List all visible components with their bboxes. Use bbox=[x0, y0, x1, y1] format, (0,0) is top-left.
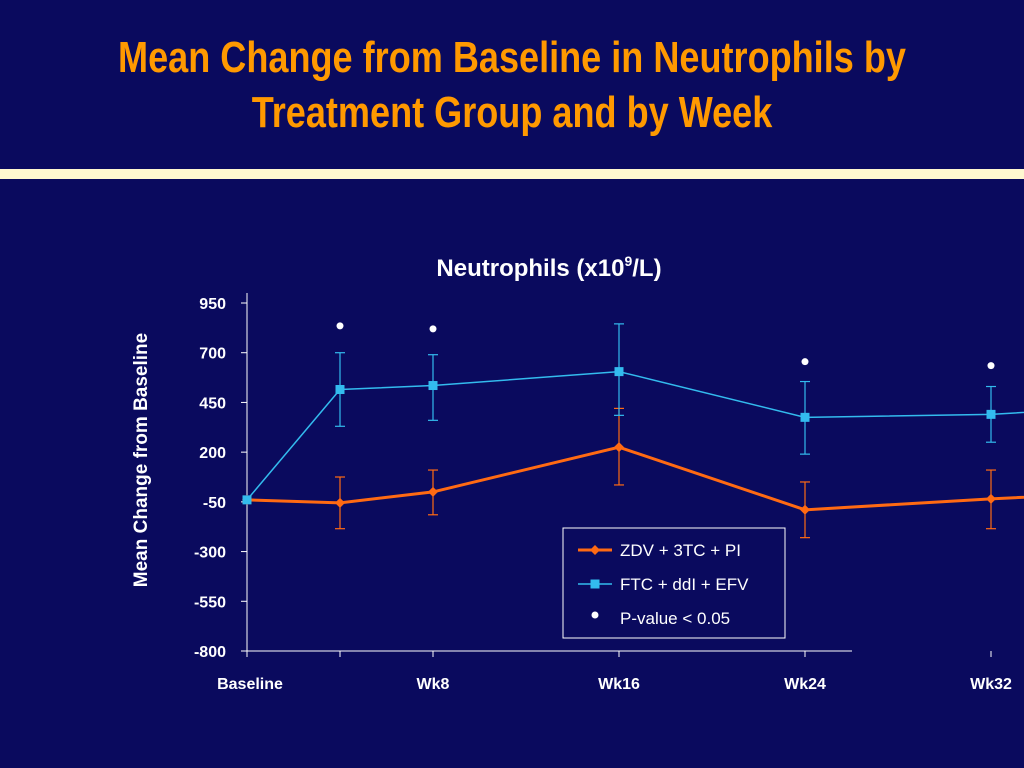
data-point bbox=[335, 385, 345, 395]
data-point bbox=[335, 497, 345, 508]
y-tick-label: -300 bbox=[194, 545, 226, 562]
pvalue-markers bbox=[336, 322, 995, 370]
legend-marker-zdv bbox=[590, 545, 600, 555]
series-zdv-3tc-pi bbox=[242, 407, 1024, 539]
data-point bbox=[428, 381, 438, 391]
chart-title-unit: /L) bbox=[632, 255, 661, 282]
series-line bbox=[246, 445, 1024, 512]
legend-label-pvalue: P-value < 0.05 bbox=[620, 609, 730, 628]
slide-title-line-2: Treatment Group and by Week bbox=[251, 88, 773, 137]
y-axis-label: Mean Change from Baseline bbox=[131, 333, 152, 587]
y-tick-label: -550 bbox=[194, 594, 226, 611]
y-tick-label: 700 bbox=[199, 346, 226, 363]
data-point bbox=[614, 367, 624, 377]
slide-title: Mean Change from Baseline in Neutrophils… bbox=[92, 30, 932, 140]
y-tick-label: -50 bbox=[203, 495, 226, 512]
data-point bbox=[428, 486, 438, 497]
chart-title-superscript: 9 bbox=[624, 253, 632, 269]
legend-marker-pvalue bbox=[591, 611, 599, 619]
title-divider bbox=[0, 169, 1024, 179]
chart-title-main: Neutrophils (x10 bbox=[436, 255, 624, 282]
legend-box bbox=[562, 527, 786, 639]
pvalue-dot bbox=[987, 362, 995, 370]
data-point bbox=[986, 409, 996, 419]
pvalue-dot bbox=[429, 325, 437, 333]
chart-axes: 950 700 450 200 -50 -300 -550 -800 Baseline Wk8 Wk… bbox=[194, 293, 1012, 693]
slide-title-line-1: Mean Change from Baseline in Neutrophils… bbox=[118, 33, 906, 82]
legend-marker-ftc bbox=[590, 579, 600, 589]
series-ftc-ddi-efv bbox=[242, 323, 1024, 505]
data-point bbox=[986, 493, 996, 504]
chart-legend: ZDV + 3TC + PI FTC + ddI + EFV P-value < 0… bbox=[562, 527, 786, 639]
legend-label-ftc: FTC + ddI + EFV bbox=[620, 575, 749, 594]
series-layer bbox=[242, 322, 1024, 539]
data-point bbox=[800, 412, 810, 422]
x-tick-label: Wk16 bbox=[598, 676, 640, 693]
data-point bbox=[800, 504, 810, 515]
y-tick-label: 200 bbox=[199, 445, 226, 462]
data-point bbox=[242, 495, 252, 505]
chart-title: Neutrophils (x109/L) bbox=[436, 253, 661, 282]
pvalue-dot bbox=[801, 358, 809, 366]
x-tick-label: Wk24 bbox=[784, 676, 826, 693]
y-tick-label: -800 bbox=[194, 644, 226, 661]
x-tick-label: Wk32 bbox=[970, 676, 1012, 693]
x-tick-label: Wk8 bbox=[417, 676, 450, 693]
y-tick-label: 450 bbox=[199, 395, 226, 412]
y-tick-label: 950 bbox=[199, 296, 226, 313]
series-line bbox=[246, 370, 1024, 501]
x-tick-label: Baseline bbox=[217, 676, 283, 693]
data-point bbox=[614, 442, 624, 453]
legend-label-zdv: ZDV + 3TC + PI bbox=[620, 541, 741, 560]
pvalue-dot bbox=[336, 322, 344, 330]
